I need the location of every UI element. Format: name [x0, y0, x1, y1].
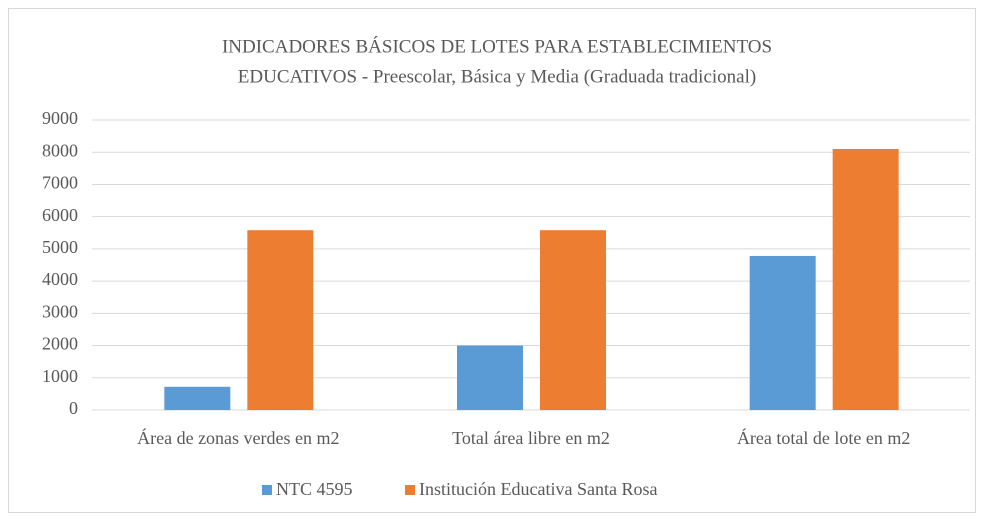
y-tick-label: 3000 — [42, 301, 78, 321]
chart-title: EDUCATIVOS - Preescolar, Básica y Media … — [238, 66, 756, 87]
bar — [457, 345, 523, 410]
legend-label: Institución Educativa Santa Rosa — [419, 479, 657, 499]
bar — [164, 386, 231, 410]
x-tick-label: Área de zonas verdes en m2 — [137, 427, 339, 448]
chart-title: INDICADORES BÁSICOS DE LOTES PARA ESTABL… — [222, 35, 772, 57]
x-tick-label: Área total de lote en m2 — [737, 427, 910, 448]
y-tick-label: 1000 — [42, 366, 78, 386]
y-tick-label: 8000 — [42, 140, 78, 160]
legend-label: NTC 4595 — [276, 479, 353, 499]
y-tick-label: 7000 — [42, 173, 78, 193]
y-tick-label: 4000 — [42, 269, 78, 289]
legend-swatch — [405, 485, 415, 495]
y-tick-label: 0 — [69, 398, 78, 418]
legend-swatch — [262, 485, 272, 495]
x-tick-label: Total área libre en m2 — [452, 428, 610, 448]
y-tick-label: 5000 — [42, 237, 78, 257]
bar — [832, 149, 899, 410]
bar — [749, 255, 816, 410]
bar — [540, 230, 606, 410]
y-tick-label: 6000 — [42, 205, 78, 225]
y-tick-label: 2000 — [42, 334, 78, 354]
y-tick-label: 9000 — [42, 108, 78, 128]
bar — [247, 230, 314, 410]
